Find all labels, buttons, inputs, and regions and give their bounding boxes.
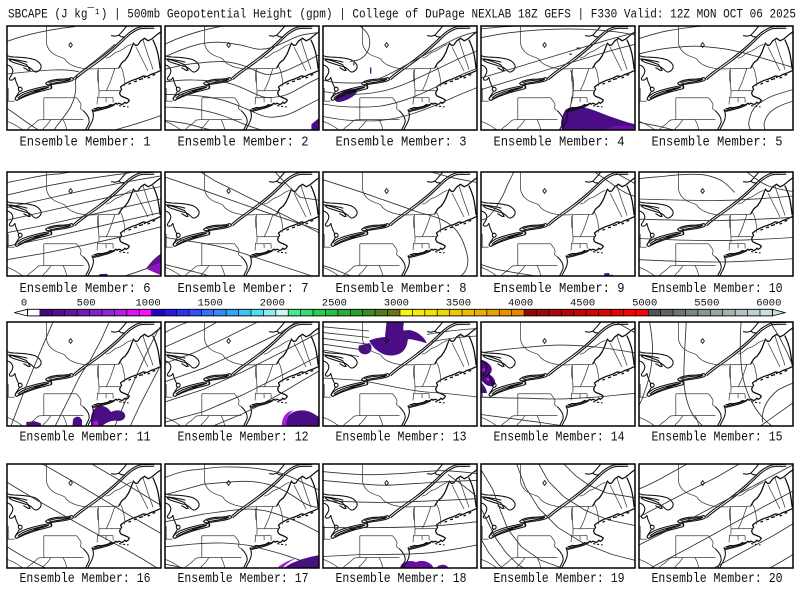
svg-text:Ensemble Member: 15: Ensemble Member: 15 bbox=[652, 431, 783, 446]
svg-text:Ensemble Member: 13: Ensemble Member: 13 bbox=[336, 431, 467, 446]
svg-text:Ensemble Member: 3: Ensemble Member: 3 bbox=[336, 136, 467, 151]
svg-text:5500: 5500 bbox=[694, 298, 719, 310]
svg-text:Ensemble Member: 2: Ensemble Member: 2 bbox=[178, 136, 309, 151]
svg-text:2500: 2500 bbox=[322, 298, 347, 310]
svg-text:Ensemble Member: 19: Ensemble Member: 19 bbox=[494, 572, 625, 587]
svg-text:Ensemble Member: 1: Ensemble Member: 1 bbox=[20, 136, 151, 151]
svg-text:Ensemble Member: 7: Ensemble Member: 7 bbox=[178, 282, 309, 297]
svg-text:Ensemble Member: 9: Ensemble Member: 9 bbox=[494, 282, 625, 297]
svg-text:1500: 1500 bbox=[198, 298, 223, 310]
svg-text:500: 500 bbox=[77, 298, 96, 310]
svg-text:Ensemble Member: 20: Ensemble Member: 20 bbox=[652, 572, 783, 587]
svg-text:Ensemble Member: 16: Ensemble Member: 16 bbox=[20, 572, 151, 587]
svg-text:Ensemble Member: 8: Ensemble Member: 8 bbox=[336, 282, 467, 297]
svg-text:2000: 2000 bbox=[260, 298, 285, 310]
svg-text:5000: 5000 bbox=[632, 298, 657, 310]
svg-text:Ensemble Member: 10: Ensemble Member: 10 bbox=[652, 282, 783, 297]
svg-text:Ensemble Member: 4: Ensemble Member: 4 bbox=[494, 136, 625, 151]
svg-text:3500: 3500 bbox=[446, 298, 471, 310]
svg-text:4000: 4000 bbox=[508, 298, 533, 310]
svg-text:Ensemble Member: 5: Ensemble Member: 5 bbox=[652, 136, 783, 151]
svg-text:SBCAPE (J kg¯¹) | 500mb Geopot: SBCAPE (J kg¯¹) | 500mb Geopotential Hei… bbox=[8, 6, 796, 21]
svg-text:3000: 3000 bbox=[384, 298, 409, 310]
svg-text:4500: 4500 bbox=[570, 298, 595, 310]
svg-text:6000: 6000 bbox=[756, 298, 781, 310]
svg-text:Ensemble Member: 18: Ensemble Member: 18 bbox=[336, 572, 467, 587]
svg-text:Ensemble Member: 12: Ensemble Member: 12 bbox=[178, 431, 309, 446]
svg-text:Ensemble Member: 14: Ensemble Member: 14 bbox=[494, 431, 625, 446]
svg-text:Ensemble Member: 17: Ensemble Member: 17 bbox=[178, 572, 309, 587]
svg-text:1000: 1000 bbox=[135, 298, 160, 310]
svg-text:0: 0 bbox=[21, 298, 27, 310]
svg-text:Ensemble Member: 11: Ensemble Member: 11 bbox=[20, 431, 151, 446]
svg-text:Ensemble Member: 6: Ensemble Member: 6 bbox=[20, 282, 151, 297]
